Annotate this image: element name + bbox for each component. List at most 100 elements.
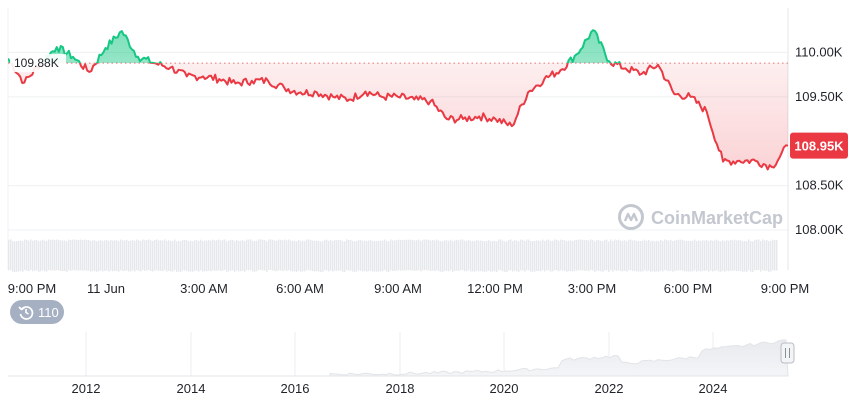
volume-bar (758, 239, 760, 271)
volume-bar (720, 241, 722, 272)
volume-bar (328, 240, 330, 272)
volume-bar (442, 241, 444, 272)
volume-bar (350, 240, 352, 271)
volume-bar (448, 240, 450, 272)
volume-bar (726, 240, 728, 271)
navigator[interactable]: 2012 2014 2016 2018 2020 2022 2024 (8, 332, 795, 396)
volume-bar (86, 240, 88, 271)
volume-bar (184, 240, 186, 271)
volume-bar (756, 239, 758, 271)
volume-bar (500, 239, 502, 271)
volume-bar (722, 240, 724, 271)
volume-bar (232, 239, 234, 271)
volume-bar (686, 240, 688, 272)
volume-bar (358, 239, 360, 271)
drag-handle-icon[interactable] (780, 342, 795, 364)
volume-bar (580, 239, 582, 271)
volume-bar (98, 240, 100, 272)
volume-bar (480, 240, 482, 272)
navigator-x-tick-label: 2020 (490, 381, 519, 396)
volume-bar (70, 240, 72, 271)
volume-bar (634, 240, 636, 271)
volume-bar (754, 239, 756, 271)
volume-bar (158, 240, 160, 271)
volume-bar (96, 241, 98, 272)
volume-bar (8, 239, 10, 271)
volume-bar (298, 240, 300, 271)
volume-bar (440, 241, 442, 272)
volume-bar (190, 240, 192, 272)
volume-bar (598, 240, 600, 271)
volume-bar (314, 240, 316, 272)
volume-bar (186, 240, 188, 271)
volume-bar (656, 240, 658, 272)
volume-bar (664, 239, 666, 271)
volume-bars (8, 239, 778, 272)
volume-bar (646, 240, 648, 272)
volume-bar (588, 240, 590, 272)
volume-bar (310, 240, 312, 271)
volume-bar (706, 239, 708, 271)
volume-bar (456, 239, 458, 271)
volume-bar (170, 240, 172, 272)
price-lines (8, 29, 788, 171)
volume-bar (730, 239, 732, 271)
volume-bar (402, 239, 404, 271)
volume-bar (410, 239, 412, 271)
x-tick-label: 11 Jun (87, 281, 125, 296)
volume-bar (552, 240, 554, 272)
volume-bar (574, 240, 576, 271)
volume-bar (254, 241, 256, 272)
watermark: CoinMarketCap (618, 204, 783, 230)
volume-bar (128, 240, 130, 272)
volume-bar (178, 240, 180, 272)
history-badge[interactable]: 110 (10, 300, 64, 324)
volume-bar (506, 241, 508, 272)
volume-bar (224, 239, 226, 271)
volume-bar (308, 239, 310, 271)
y-tick-label: 108.50K (795, 178, 844, 193)
volume-bar (696, 241, 698, 272)
volume-bar (354, 241, 356, 272)
volume-bar (368, 240, 370, 272)
volume-bar (404, 239, 406, 271)
volume-bar (152, 240, 154, 272)
volume-bar (490, 241, 492, 272)
volume-bar (556, 239, 558, 271)
volume-bar (388, 241, 390, 272)
volume-bar (340, 240, 342, 271)
volume-bar (530, 241, 532, 272)
volume-bar (284, 239, 286, 271)
volume-bar (288, 239, 290, 271)
volume-bar (666, 240, 668, 271)
volume-bar (292, 240, 294, 272)
volume-bar (92, 240, 94, 271)
volume-bar (734, 239, 736, 271)
volume-bar (736, 240, 738, 271)
volume-bar (748, 239, 750, 271)
volume-bar (58, 239, 60, 271)
volume-bar (30, 239, 32, 271)
volume-bar (400, 240, 402, 271)
volume-bar (120, 239, 122, 271)
volume-bar (446, 240, 448, 272)
volume-bar (632, 240, 634, 272)
volume-bar (694, 239, 696, 271)
volume-bar (484, 241, 486, 272)
volume-bar (716, 239, 718, 271)
volume-bar (266, 241, 268, 272)
volume-bar (236, 239, 238, 271)
x-tick-label: 9:00 PM (761, 281, 809, 296)
volume-bar (688, 240, 690, 272)
volume-bar (596, 240, 598, 271)
volume-bar (148, 239, 150, 271)
volume-bar (616, 240, 618, 271)
volume-bar (346, 239, 348, 271)
volume-bar (452, 241, 454, 272)
volume-bar (602, 241, 604, 272)
volume-bar (438, 240, 440, 272)
volume-bar (240, 240, 242, 272)
volume-bar (320, 241, 322, 272)
volume-bar (498, 239, 500, 271)
